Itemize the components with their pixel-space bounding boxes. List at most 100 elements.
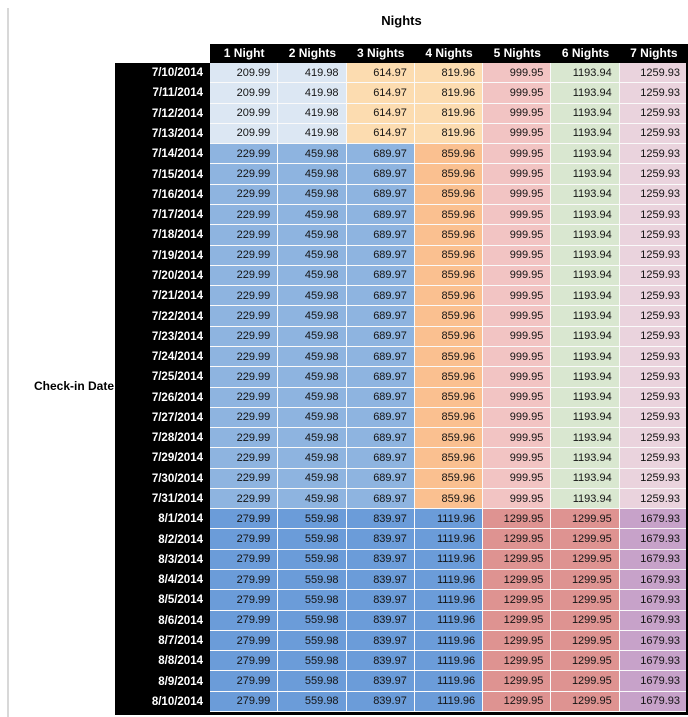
price-cell[interactable]: 689.97: [346, 428, 415, 449]
price-cell[interactable]: 859.96: [414, 346, 484, 368]
column-header-1-nights[interactable]: 1 Night: [223, 46, 265, 60]
price-cell[interactable]: 1299.95: [483, 691, 552, 712]
checkin-date-cell[interactable]: 7/10/2014: [115, 63, 210, 84]
price-cell[interactable]: 559.98: [278, 590, 347, 611]
price-cell[interactable]: 689.97: [346, 286, 415, 307]
price-cell[interactable]: 859.96: [414, 387, 484, 408]
price-cell[interactable]: 689.97: [346, 488, 415, 510]
price-cell[interactable]: 1259.93: [619, 286, 688, 307]
price-cell[interactable]: 999.95: [483, 448, 552, 469]
price-cell[interactable]: 819.96: [414, 83, 484, 104]
price-cell[interactable]: 1679.93: [619, 549, 688, 571]
price-cell[interactable]: 1259.93: [619, 428, 688, 449]
column-header-2-nights[interactable]: 2 Nights: [288, 46, 337, 60]
price-cell[interactable]: 689.97: [346, 144, 415, 165]
checkin-date-cell[interactable]: 7/29/2014: [115, 448, 210, 469]
price-cell[interactable]: 999.95: [483, 103, 552, 124]
price-cell[interactable]: 419.98: [278, 83, 347, 104]
price-cell[interactable]: 1193.94: [551, 83, 620, 104]
price-cell[interactable]: 1119.96: [414, 590, 484, 611]
price-cell[interactable]: 839.97: [346, 590, 415, 611]
checkin-date-cell[interactable]: 7/11/2014: [115, 83, 210, 104]
price-cell[interactable]: 1259.93: [619, 83, 688, 104]
price-cell[interactable]: 689.97: [346, 346, 415, 368]
price-cell[interactable]: 1119.96: [414, 610, 484, 631]
price-cell[interactable]: 1193.94: [551, 286, 620, 307]
price-cell[interactable]: 1193.94: [551, 164, 620, 185]
column-header-4-nights[interactable]: 4 Nights: [425, 46, 473, 60]
price-cell[interactable]: 1193.94: [551, 63, 620, 84]
price-cell[interactable]: 459.98: [278, 225, 347, 246]
checkin-date-cell[interactable]: 7/28/2014: [115, 428, 210, 449]
price-cell[interactable]: 229.99: [210, 367, 279, 388]
price-cell[interactable]: 859.96: [414, 407, 484, 429]
price-cell[interactable]: 1299.95: [483, 671, 552, 692]
checkin-date-cell[interactable]: 7/21/2014: [115, 286, 210, 307]
column-header-7-nights[interactable]: 7 Nights: [630, 46, 678, 60]
price-cell[interactable]: 689.97: [346, 387, 415, 408]
price-cell[interactable]: 614.97: [346, 83, 415, 104]
price-cell[interactable]: 614.97: [346, 123, 415, 145]
price-cell[interactable]: 559.98: [278, 570, 347, 591]
price-cell[interactable]: 999.95: [483, 63, 552, 84]
price-cell[interactable]: 229.99: [210, 245, 279, 266]
price-cell[interactable]: 459.98: [278, 265, 347, 287]
price-cell[interactable]: 1193.94: [551, 204, 620, 226]
price-cell[interactable]: 1259.93: [619, 346, 688, 368]
price-cell[interactable]: 689.97: [346, 225, 415, 246]
price-cell[interactable]: 689.97: [346, 306, 415, 327]
checkin-date-cell[interactable]: 7/20/2014: [115, 265, 210, 287]
price-cell[interactable]: 1299.95: [483, 509, 552, 530]
price-cell[interactable]: 1259.93: [619, 103, 688, 124]
price-cell[interactable]: 1193.94: [551, 245, 620, 266]
checkin-date-cell[interactable]: 8/2/2014: [115, 529, 210, 550]
price-cell[interactable]: 209.99: [210, 63, 279, 84]
price-cell[interactable]: 1259.93: [619, 407, 688, 429]
price-cell[interactable]: 459.98: [278, 407, 347, 429]
price-cell[interactable]: 229.99: [210, 164, 279, 185]
price-cell[interactable]: 1193.94: [551, 387, 620, 408]
checkin-date-cell[interactable]: 7/12/2014: [115, 103, 210, 124]
price-cell[interactable]: 459.98: [278, 164, 347, 185]
price-cell[interactable]: 1679.93: [619, 529, 688, 550]
price-cell[interactable]: 1119.96: [414, 630, 484, 652]
price-cell[interactable]: 229.99: [210, 326, 279, 347]
price-cell[interactable]: 1299.95: [551, 691, 620, 712]
checkin-date-cell[interactable]: 7/26/2014: [115, 387, 210, 408]
price-cell[interactable]: 1299.95: [551, 610, 620, 631]
price-cell[interactable]: 1299.95: [483, 610, 552, 631]
price-cell[interactable]: 999.95: [483, 346, 552, 368]
price-cell[interactable]: 229.99: [210, 428, 279, 449]
checkin-date-cell[interactable]: 8/8/2014: [115, 651, 210, 672]
price-cell[interactable]: 1299.95: [551, 549, 620, 571]
price-cell[interactable]: 689.97: [346, 164, 415, 185]
price-cell[interactable]: 839.97: [346, 529, 415, 550]
price-cell[interactable]: 419.98: [278, 63, 347, 84]
price-cell[interactable]: 419.98: [278, 103, 347, 124]
price-cell[interactable]: 459.98: [278, 184, 347, 205]
price-cell[interactable]: 229.99: [210, 286, 279, 307]
price-cell[interactable]: 999.95: [483, 83, 552, 104]
checkin-date-cell[interactable]: 7/31/2014: [115, 488, 210, 510]
price-cell[interactable]: 279.99: [210, 651, 279, 672]
price-cell[interactable]: 459.98: [278, 448, 347, 469]
checkin-date-cell[interactable]: 8/10/2014: [115, 691, 210, 712]
price-cell[interactable]: 1259.93: [619, 164, 688, 185]
price-cell[interactable]: 559.98: [278, 671, 347, 692]
price-cell[interactable]: 1193.94: [551, 144, 620, 165]
price-cell[interactable]: 1119.96: [414, 691, 484, 712]
checkin-date-cell[interactable]: 7/23/2014: [115, 326, 210, 347]
price-cell[interactable]: 279.99: [210, 610, 279, 631]
price-cell[interactable]: 459.98: [278, 346, 347, 368]
price-cell[interactable]: 999.95: [483, 204, 552, 226]
price-cell[interactable]: 419.98: [278, 123, 347, 145]
price-cell[interactable]: 999.95: [483, 407, 552, 429]
price-cell[interactable]: 859.96: [414, 144, 484, 165]
price-cell[interactable]: 839.97: [346, 549, 415, 571]
price-cell[interactable]: 689.97: [346, 407, 415, 429]
price-cell[interactable]: 229.99: [210, 225, 279, 246]
price-cell[interactable]: 689.97: [346, 367, 415, 388]
column-header-5-nights[interactable]: 5 Nights: [493, 46, 541, 60]
price-cell[interactable]: 859.96: [414, 245, 484, 266]
price-cell[interactable]: 1679.93: [619, 630, 688, 652]
